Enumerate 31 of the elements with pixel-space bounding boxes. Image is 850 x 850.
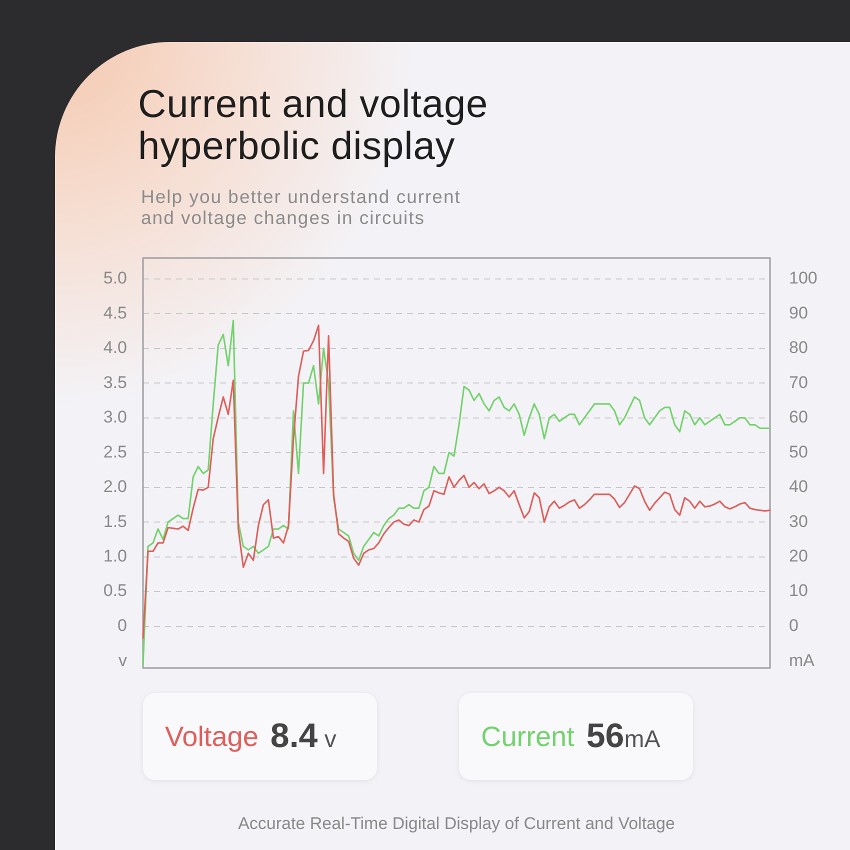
y-tick-label: 5.0 bbox=[103, 268, 127, 288]
y-tick-label: 2.5 bbox=[103, 442, 127, 462]
y-tick-label: 1.5 bbox=[103, 512, 127, 531]
text: 56mA bbox=[586, 717, 660, 755]
y-tick-label: 3.0 bbox=[103, 408, 127, 427]
y-tick-label: 0.5 bbox=[103, 581, 127, 600]
y-tick-label: 0 bbox=[118, 616, 127, 635]
y2-tick-label: 0 bbox=[789, 616, 798, 635]
y2-tick-label: 80 bbox=[789, 338, 808, 358]
y2-tick-label: 90 bbox=[789, 303, 808, 322]
y2-tick-label: 40 bbox=[789, 477, 808, 496]
y-tick-label: 3.5 bbox=[103, 372, 127, 392]
text: 8.4 v bbox=[270, 717, 336, 755]
y-tick-label: 2.0 bbox=[103, 477, 127, 496]
y2-tick-label: 10 bbox=[789, 581, 808, 600]
y2-tick-label: 20 bbox=[789, 546, 808, 566]
y-tick-label: 4.5 bbox=[103, 303, 127, 322]
y2-axis-title: mA bbox=[789, 651, 814, 671]
y2-tick-label: 70 bbox=[789, 372, 808, 392]
y2-tick-label: 100 bbox=[789, 268, 818, 288]
y2-tick-label: 50 bbox=[789, 442, 808, 462]
y-tick-label: 4.0 bbox=[103, 338, 127, 358]
text: Voltage bbox=[165, 720, 258, 752]
y-axis-title: v bbox=[118, 651, 127, 671]
y-tick-label: 1.0 bbox=[103, 546, 127, 566]
chart-title: Current and voltage hyperbolic display bbox=[138, 83, 490, 168]
text: Accurate Real-Time Digital Display of Current and Voltage bbox=[237, 814, 676, 834]
text: Current bbox=[481, 720, 574, 752]
y2-tick-label: 30 bbox=[789, 512, 808, 531]
chart-subtitle: Help you better understand current and voltage changes in circuits bbox=[141, 186, 462, 228]
y2-tick-label: 60 bbox=[789, 408, 808, 427]
